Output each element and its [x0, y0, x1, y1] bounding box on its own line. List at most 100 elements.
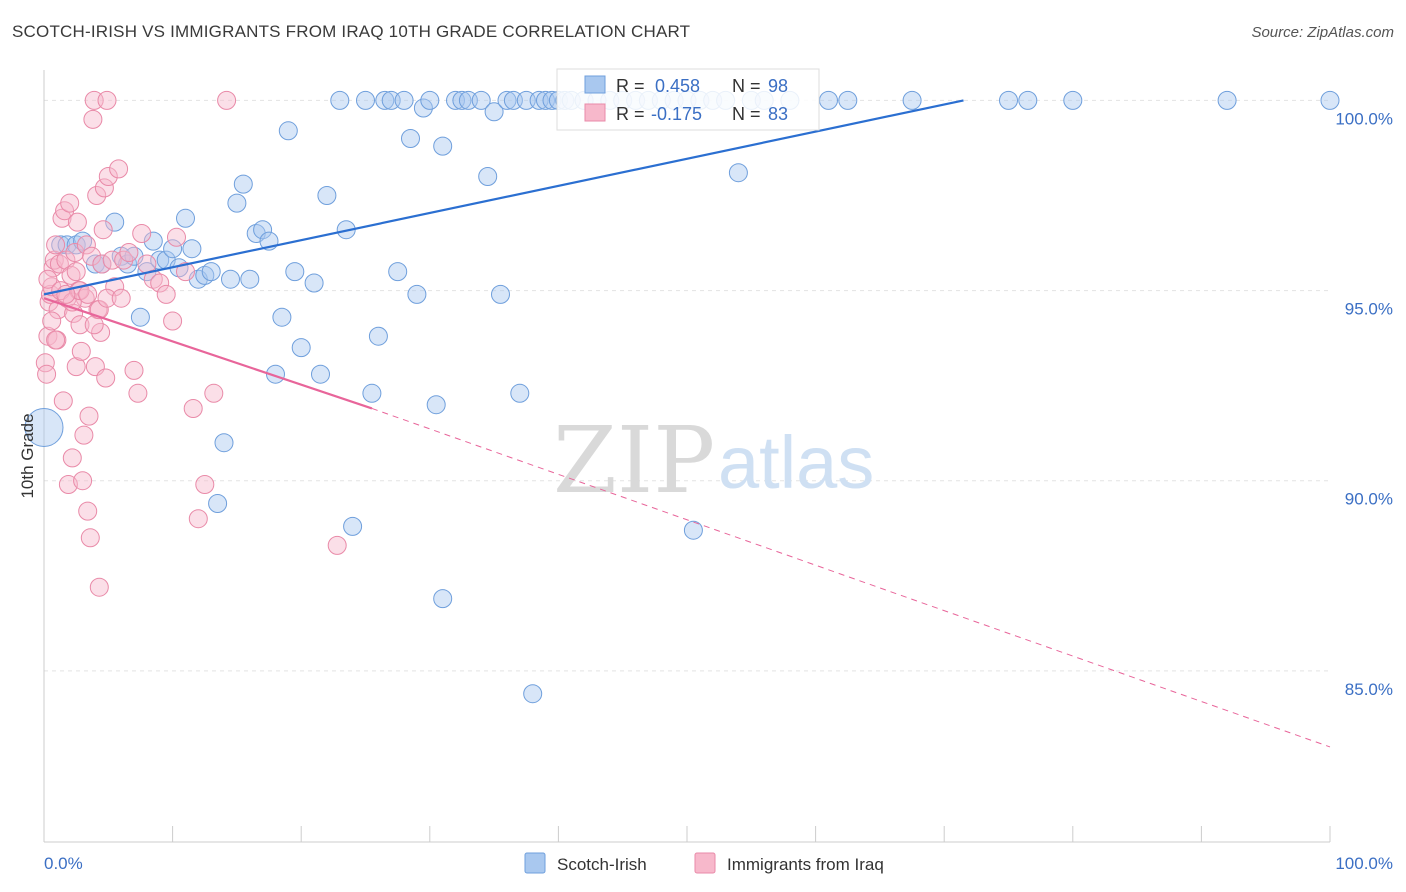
point-iraq-18	[60, 193, 80, 213]
point-scotch-irish-33	[272, 307, 292, 327]
point-scotch-irish-39	[317, 186, 337, 205]
point-scotch-irish-0	[24, 408, 64, 447]
point-iraq-64	[183, 399, 203, 418]
point-scotch-irish-38	[311, 364, 330, 384]
point-scotch-irish-57	[446, 90, 465, 110]
point-iraq-32	[78, 501, 98, 521]
point-iraq-35	[82, 246, 102, 266]
x-tick-label-0: 0.0%	[44, 854, 83, 873]
point-iraq-36	[83, 109, 103, 129]
point-scotch-irish-56	[433, 589, 453, 609]
stats-r-value-1: 0.458	[655, 76, 700, 96]
stats-n-label-2: N =	[732, 104, 761, 124]
point-scotch-irish-48	[388, 262, 408, 282]
trend-line-iraq	[43, 297, 373, 410]
point-iraq-23	[66, 357, 86, 377]
point-iraq-26	[70, 315, 90, 335]
data-points	[24, 90, 1340, 704]
point-scotch-irish-26	[227, 193, 247, 213]
point-iraq-70	[38, 269, 58, 289]
point-scotch-irish-16	[163, 239, 183, 259]
point-scotch-irish-46	[375, 90, 395, 110]
point-iraq-34	[80, 528, 100, 548]
stats-r-label-1: R =	[616, 76, 645, 96]
point-iraq-78	[89, 300, 109, 320]
watermark: ZIP atlas	[553, 407, 874, 514]
point-iraq-61	[163, 311, 183, 331]
point-scotch-irish-52	[413, 98, 433, 118]
trend-lines	[43, 99, 1331, 748]
point-scotch-irish-7	[105, 212, 125, 232]
y-tick-label-0: 100.0%	[1335, 109, 1393, 128]
point-iraq-53	[119, 243, 139, 262]
point-scotch-irish-34	[278, 121, 298, 141]
point-scotch-irish-65	[503, 90, 523, 110]
point-iraq-69	[327, 535, 347, 555]
stats-swatch-iraq	[584, 103, 606, 122]
point-iraq-1	[37, 364, 57, 384]
point-scotch-irish-54	[426, 395, 446, 415]
point-iraq-76	[78, 284, 98, 304]
point-scotch-irish-11	[130, 307, 150, 327]
source-label: Source: ZipAtlas.com	[1251, 24, 1394, 41]
point-scotch-irish-49	[394, 90, 414, 110]
legend-swatch-scotch-irish	[524, 852, 546, 874]
stats-box: R = 0.458 N = 98 R = -0.175 N = 83	[556, 68, 820, 131]
x-ticks: 0.0% 100.0%	[43, 826, 1393, 873]
point-iraq-24	[67, 212, 87, 232]
point-iraq-31	[76, 235, 96, 255]
point-iraq-55	[128, 383, 148, 403]
point-scotch-irish-47	[381, 90, 401, 110]
point-iraq-8	[46, 235, 66, 255]
point-scotch-irish-19	[182, 239, 202, 259]
stats-r-value-2: -0.175	[651, 104, 702, 124]
stats-n-value-1: 98	[768, 76, 788, 96]
point-iraq-71	[42, 311, 62, 331]
point-iraq-46	[96, 368, 116, 388]
point-scotch-irish-4	[73, 231, 93, 251]
point-scotch-irish-22	[201, 262, 221, 282]
point-scotch-irish-43	[356, 90, 375, 110]
point-iraq-12	[52, 208, 72, 228]
legend-label-scotch-irish: Scotch-Irish	[557, 855, 647, 874]
point-scotch-irish-44	[362, 383, 382, 403]
point-iraq-13	[53, 391, 73, 411]
point-iraq-81	[66, 262, 86, 282]
point-iraq-54	[124, 360, 144, 380]
point-scotch-irish-96	[1018, 90, 1038, 110]
point-scotch-irish-99	[1320, 90, 1340, 110]
point-iraq-51	[109, 159, 129, 179]
point-iraq-47	[97, 90, 117, 110]
point-scotch-irish-66	[510, 383, 530, 403]
point-scotch-irish-42	[343, 516, 363, 536]
point-iraq-66	[195, 475, 215, 494]
point-scotch-irish-23	[208, 494, 228, 513]
point-scotch-irish-27	[233, 174, 253, 194]
point-iraq-63	[176, 262, 195, 282]
point-iraq-50	[105, 277, 125, 297]
point-iraq-48	[98, 167, 118, 186]
point-scotch-irish-58	[452, 90, 472, 110]
point-iraq-56	[132, 224, 152, 243]
point-scotch-irish-94	[902, 90, 922, 110]
point-iraq-28	[73, 471, 93, 491]
point-iraq-42	[91, 322, 111, 342]
point-iraq-43	[92, 254, 112, 274]
point-iraq-59	[150, 273, 170, 293]
point-iraq-68	[217, 90, 237, 110]
point-scotch-irish-45	[368, 326, 388, 346]
y-tick-label-1: 95.0%	[1345, 300, 1393, 319]
point-scotch-irish-98	[1217, 90, 1237, 110]
trend-line-extension-iraq	[371, 407, 1331, 748]
point-scotch-irish-69	[529, 90, 549, 110]
point-iraq-49	[102, 250, 122, 270]
point-iraq-67	[204, 383, 224, 403]
point-scotch-irish-62	[484, 102, 504, 122]
watermark-atlas: atlas	[718, 421, 874, 504]
point-scotch-irish-3	[66, 235, 86, 255]
point-iraq-17	[58, 475, 78, 494]
point-scotch-irish-86	[683, 520, 703, 540]
legend-label-iraq: Immigrants from Iraq	[727, 855, 884, 874]
point-scotch-irish-18	[176, 208, 195, 228]
point-scotch-irish-60	[471, 90, 491, 110]
